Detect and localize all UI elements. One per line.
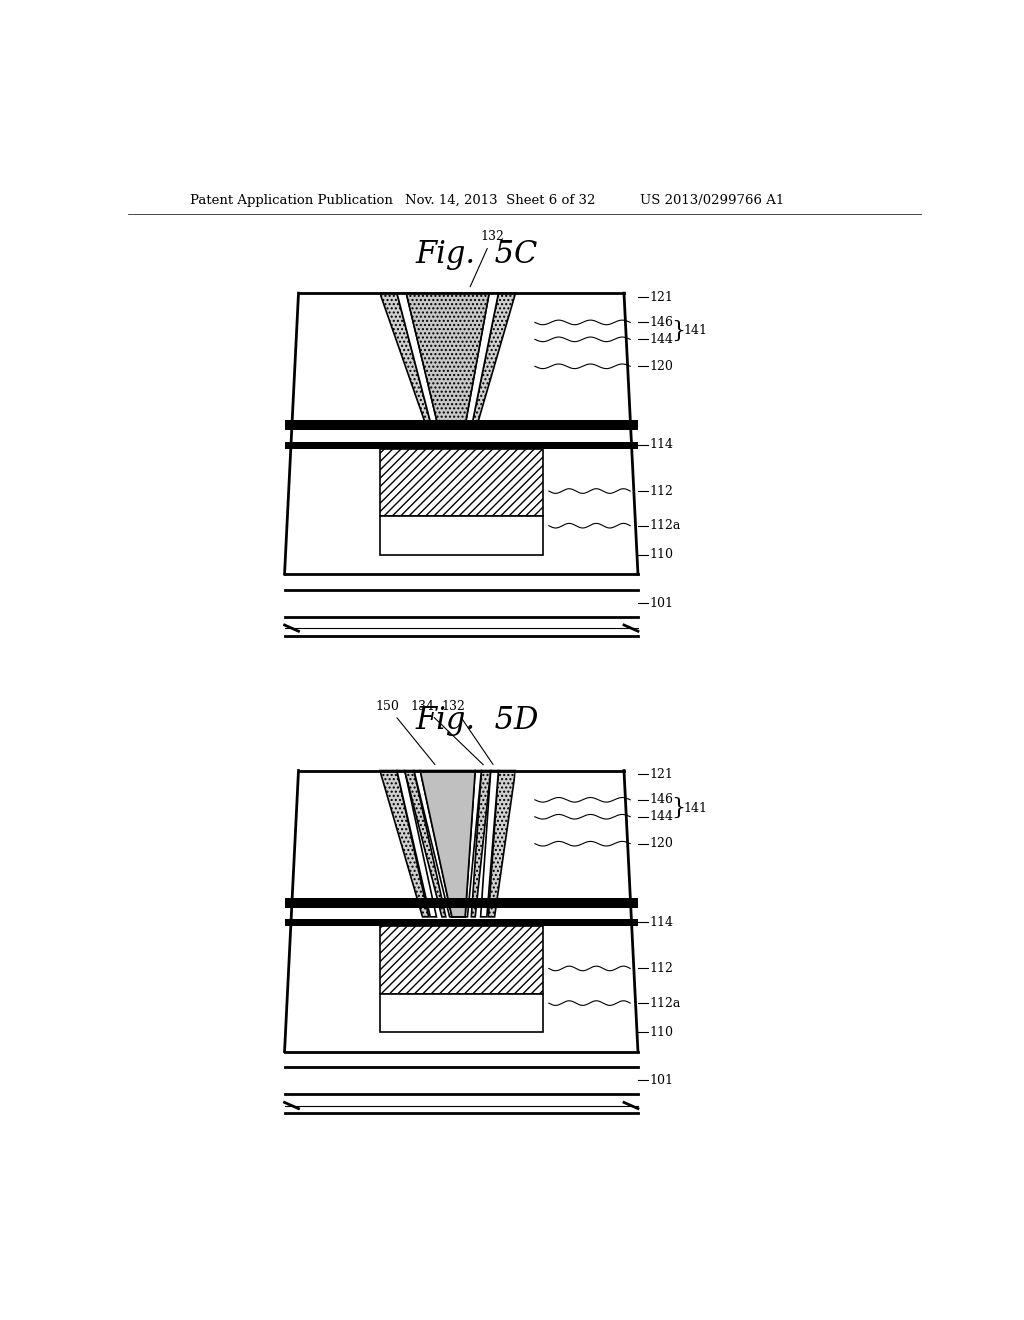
Text: 112: 112 (649, 962, 674, 975)
Polygon shape (397, 293, 438, 426)
Polygon shape (465, 771, 481, 917)
Polygon shape (404, 771, 445, 917)
Text: 134: 134 (411, 700, 483, 764)
Text: 112a: 112a (649, 519, 681, 532)
Text: 144: 144 (649, 333, 674, 346)
Polygon shape (380, 771, 429, 917)
Polygon shape (380, 994, 543, 1032)
Polygon shape (420, 771, 475, 917)
Polygon shape (471, 771, 490, 917)
Text: 120: 120 (649, 837, 674, 850)
Text: 132: 132 (441, 700, 493, 764)
Polygon shape (407, 293, 489, 426)
Text: }: } (672, 319, 685, 342)
Text: Fig.  5C: Fig. 5C (416, 239, 538, 271)
Text: }: } (672, 797, 685, 820)
Text: 114: 114 (649, 438, 674, 451)
Polygon shape (299, 293, 380, 420)
Text: 121: 121 (649, 290, 674, 304)
Polygon shape (380, 293, 431, 426)
Text: Nov. 14, 2013  Sheet 6 of 32: Nov. 14, 2013 Sheet 6 of 32 (406, 194, 596, 207)
Text: 132: 132 (470, 230, 505, 286)
Text: US 2013/0299766 A1: US 2013/0299766 A1 (640, 194, 783, 207)
Polygon shape (480, 771, 499, 917)
Text: 141: 141 (684, 325, 708, 338)
Text: 110: 110 (649, 1026, 674, 1039)
Text: 146: 146 (649, 315, 674, 329)
Polygon shape (380, 516, 543, 554)
Polygon shape (515, 771, 638, 898)
Text: 114: 114 (649, 916, 674, 929)
Text: 121: 121 (649, 768, 674, 781)
Text: 141: 141 (684, 801, 708, 814)
Text: 146: 146 (649, 793, 674, 807)
Text: 101: 101 (649, 1074, 674, 1086)
Polygon shape (472, 293, 515, 426)
Polygon shape (380, 927, 543, 994)
Text: Fig.  5D: Fig. 5D (415, 705, 539, 737)
Polygon shape (380, 449, 543, 516)
Polygon shape (465, 293, 499, 426)
Text: 144: 144 (649, 810, 674, 824)
Text: 110: 110 (649, 548, 674, 561)
Polygon shape (414, 771, 452, 917)
Text: 150: 150 (376, 700, 435, 764)
Polygon shape (515, 293, 624, 420)
Text: 101: 101 (649, 597, 674, 610)
Text: Patent Application Publication: Patent Application Publication (190, 194, 393, 207)
Text: 120: 120 (649, 360, 674, 372)
Text: 112: 112 (649, 484, 674, 498)
Polygon shape (397, 771, 436, 917)
Polygon shape (488, 771, 515, 917)
Polygon shape (285, 771, 380, 898)
Text: 112a: 112a (649, 997, 681, 1010)
